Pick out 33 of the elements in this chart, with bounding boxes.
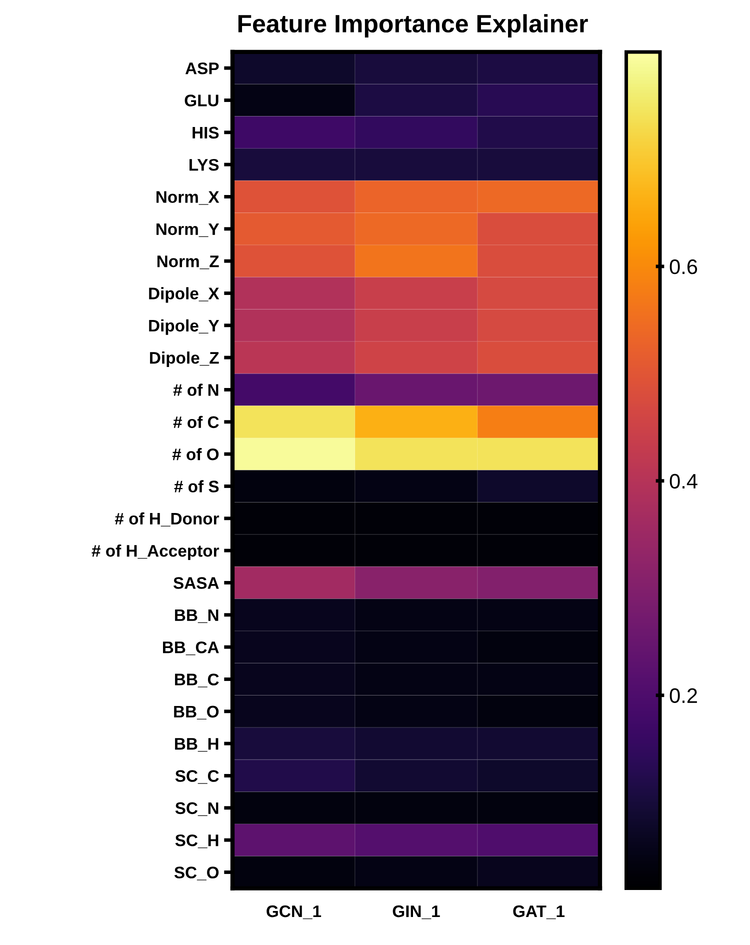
y-tick-label: # of N xyxy=(173,384,218,396)
color-bar-label: 0.4 xyxy=(670,474,698,489)
y-tick-label: ASP xyxy=(185,62,219,74)
y-tick-label: LYS xyxy=(190,158,219,171)
y-tick-label: BB_N xyxy=(175,609,218,623)
x-tick-label: GAT_1 xyxy=(513,905,565,920)
y-tick-label: SASA xyxy=(173,577,219,589)
y-tick-label: Dipole_X xyxy=(149,287,220,303)
color-bar-label: 0.2 xyxy=(670,688,697,704)
y-tick-label: SC_H xyxy=(175,834,218,848)
x-tick-label: GIN_1 xyxy=(392,905,440,920)
y-tick-label: GLU xyxy=(184,94,218,106)
y-tick-label: Norm_X xyxy=(156,191,220,205)
y-tick-label: Dipole_Z xyxy=(150,352,219,368)
y-tick-label: SC_C xyxy=(175,770,219,784)
x-tick-label: GCN_1 xyxy=(266,905,322,920)
y-tick-label: BB_H xyxy=(175,738,218,752)
y-tick-label: SC_N xyxy=(175,802,218,816)
y-tick-label: # of H_Acceptor xyxy=(92,544,220,560)
color-bar-label: 0.6 xyxy=(670,259,698,274)
y-tick-label: # of S xyxy=(174,480,219,492)
chart-title: Feature Importance Explainer xyxy=(238,14,588,38)
y-tick-label: SC_O xyxy=(174,866,219,880)
y-tick-label: Norm_Z xyxy=(157,256,219,270)
y-tick-label: HIS xyxy=(192,126,219,139)
y-tick-label: Dipole_Y xyxy=(149,319,220,335)
y-tick-label: Norm_Y xyxy=(156,223,220,237)
y-tick-label: BB_O xyxy=(174,706,219,720)
y-tick-label: BB_CA xyxy=(163,641,219,656)
y-tick-label: # of C xyxy=(173,416,219,428)
y-tick-label: # of H_Donor xyxy=(114,512,220,526)
y-tick-label: BB_C xyxy=(175,674,219,688)
y-tick-label: # of O xyxy=(172,448,219,460)
